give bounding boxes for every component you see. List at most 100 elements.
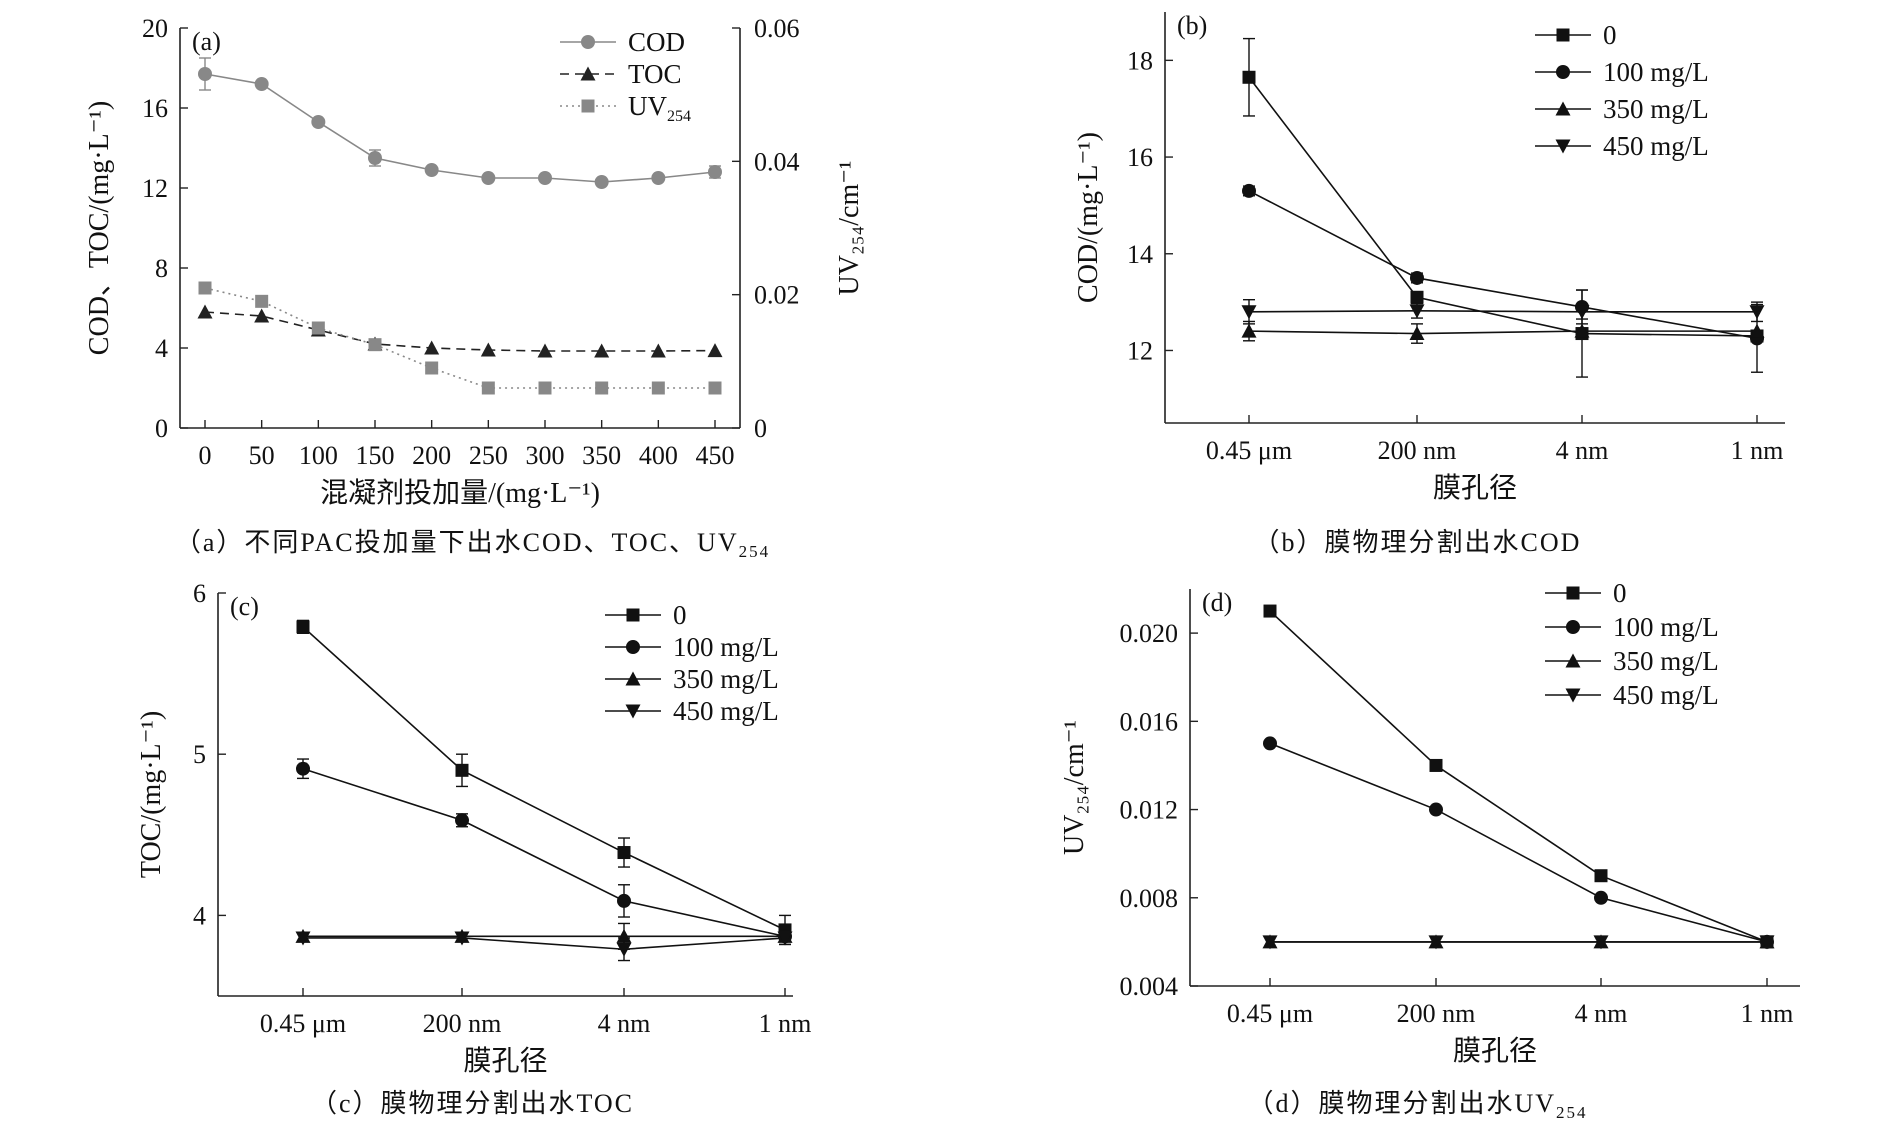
caption-b: （b）膜物理分割出水COD	[945, 522, 1890, 559]
chart-b-svg: 12 14 16 18 0.45 μm 200 nm 4 nm 1 nm 膜孔径 COD/(mg·…	[1073, 11, 1785, 504]
data-point-0	[1410, 290, 1424, 304]
data-point-3	[777, 931, 793, 946]
series-line-0	[1248, 76, 1758, 337]
caption-c-text: （c）膜物理分割出水TOC	[310, 1089, 635, 1118]
legend-label-2: 350 mg/L	[1613, 646, 1719, 676]
data-point-2	[368, 338, 382, 352]
y2-tick-label: 0.02	[754, 281, 800, 310]
legend-label-1: 100 mg/L	[673, 632, 779, 662]
y2-tick-label: 0.04	[754, 147, 800, 176]
caption-d: （d）膜物理分割出水UV254	[945, 1083, 1890, 1123]
data-point-1	[1410, 270, 1424, 285]
data-point-3	[295, 931, 311, 946]
legend-marker-3	[625, 704, 641, 719]
x-tick-label: 4 nm	[1556, 436, 1609, 465]
series-line-1	[204, 311, 716, 352]
caption-d-sub: 254	[1556, 1103, 1588, 1123]
y-tick-label: 0.020	[1120, 619, 1179, 648]
data-point-3	[1262, 935, 1278, 950]
x-tick-label: 100	[299, 441, 338, 470]
y-tick-label: 4	[193, 901, 206, 930]
y-axis-title: TOC/(mg·L⁻¹)	[136, 711, 167, 878]
legend-marker-2	[625, 671, 641, 686]
y-tick-label: 5	[193, 740, 206, 769]
legend-label-0: 0	[673, 600, 687, 630]
legend-subscript: 254	[667, 108, 691, 125]
data-point-0	[254, 77, 269, 91]
data-point-1	[537, 343, 553, 358]
data-point-1	[1594, 890, 1608, 905]
data-point-1	[296, 761, 310, 776]
y-tick-label: 8	[155, 254, 168, 283]
data-point-3	[1749, 305, 1765, 320]
legend-label-3: 450 mg/L	[1603, 131, 1709, 161]
caption-c: （c）膜物理分割出水TOC	[0, 1083, 945, 1120]
y-tick-label: 4	[155, 334, 168, 363]
caption-a-text: （a）不同PAC投加量下出水COD、TOC、UV	[174, 528, 739, 557]
y-tick-label: 18	[1127, 46, 1153, 75]
legend-marker-1	[580, 66, 596, 81]
x-axis-title: 膜孔径	[1453, 1035, 1537, 1067]
data-point-2	[311, 321, 325, 335]
x-tick-label: 0.45 μm	[260, 1009, 346, 1038]
x-tick-label: 1 nm	[759, 1009, 812, 1038]
panel-label: (a)	[192, 27, 221, 56]
data-point-3	[1241, 305, 1257, 320]
data-point-1	[480, 342, 496, 357]
data-point-0	[1263, 604, 1277, 618]
caption-b-text: （b）膜物理分割出水COD	[1253, 528, 1582, 557]
data-point-2	[1409, 326, 1425, 341]
data-point-0	[1242, 70, 1256, 84]
y2-axis-title: UV₂₅₄/cm⁻¹	[834, 161, 865, 296]
caption-a-sub: 254	[738, 542, 771, 562]
y-tick-label: 0	[155, 414, 168, 443]
x-tick-label: 350	[582, 441, 621, 470]
chart-panel-b: 12 14 16 18 0.45 μm 200 nm 4 nm 1 nm 膜孔径 COD/(mg·…	[945, 0, 1890, 562]
chart-d-group: 0.004 0.008 0.012 0.016 0.020 0.45 μm 200 nm 4 …	[1059, 578, 1800, 1067]
series-line-2	[1248, 330, 1757, 335]
data-point-0	[617, 846, 631, 860]
data-point-3	[1574, 305, 1590, 320]
data-point-0	[424, 163, 439, 177]
y-tick-label: 12	[1127, 336, 1153, 365]
data-point-0	[594, 175, 609, 189]
series-line-2	[204, 287, 715, 389]
x-axis-title: 膜孔径	[1433, 472, 1517, 504]
series-line-1	[302, 767, 786, 938]
x-tick-label: 400	[639, 441, 678, 470]
legend-label-2: 350 mg/L	[673, 664, 779, 694]
y-axis-title: UV₂₅₄/cm⁻¹	[1059, 720, 1090, 855]
x-tick-label: 1 nm	[1731, 436, 1784, 465]
chart-panel-c: 4 5 6 0.45 μm 200 nm 4 nm 1 nm 膜孔径 TOC/(mg·L⁻¹) (…	[0, 563, 945, 1125]
data-point-2	[481, 381, 495, 395]
legend-marker-0	[581, 35, 595, 49]
y-tick-label: 0.012	[1120, 796, 1179, 825]
legend-label-0: COD	[628, 27, 685, 57]
legend-marker-2	[1565, 653, 1581, 668]
panel-label: (c)	[230, 592, 259, 621]
x-axis-title: 膜孔径	[463, 1045, 547, 1077]
legend-marker-3	[1565, 688, 1581, 703]
data-point-1	[707, 343, 723, 358]
data-point-2	[708, 381, 722, 395]
data-point-0	[198, 67, 212, 81]
x-tick-label: 450	[696, 441, 735, 470]
y-axis-title: COD、TOC/(mg·L⁻¹)	[84, 101, 115, 355]
data-point-2	[651, 381, 665, 395]
series-line-0	[1269, 610, 1768, 943]
x-tick-label: 50	[249, 441, 275, 470]
data-point-3	[616, 942, 632, 957]
data-point-1	[424, 340, 440, 355]
data-point-3	[1428, 935, 1444, 950]
y-tick-label: 20	[142, 14, 168, 43]
y-tick-label: 14	[1127, 240, 1153, 269]
data-point-1	[1429, 802, 1443, 817]
data-point-1	[197, 304, 213, 319]
legend-label-1: TOC	[628, 59, 682, 89]
data-point-2	[595, 381, 609, 395]
legend-marker-1	[1566, 620, 1580, 634]
legend-label-3: 450 mg/L	[1613, 680, 1719, 710]
data-point-0	[368, 151, 382, 165]
